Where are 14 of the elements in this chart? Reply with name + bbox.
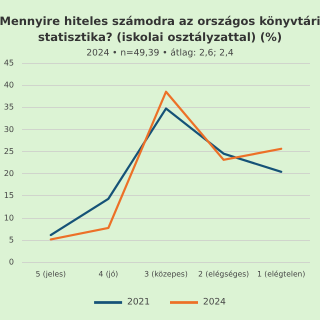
y-tick-label: 0 [8,258,14,266]
y-tick-label: 15 [4,191,14,200]
y-tick-label: 40 [4,80,14,90]
y-tick-label: 20 [4,169,14,178]
y-tick-label: 25 [4,146,14,156]
chart-subtitle: 2024 • n=49,39 • átlag: 2,6; 2,4 [86,48,234,58]
y-tick-label: 30 [4,124,14,134]
y-tick-label: 5 [8,235,14,244]
legend-label: 2024 [203,298,226,308]
chart-title: Mennyire hiteles számodra az országos könyvtári statisztika? (iskolai osztályzattal) (%) [0,14,320,44]
y-tick-label: 45 [4,58,14,68]
legend-label: 2021 [127,298,150,308]
y-tick-label: 10 [4,213,14,222]
y-tick-label: 35 [4,102,14,112]
